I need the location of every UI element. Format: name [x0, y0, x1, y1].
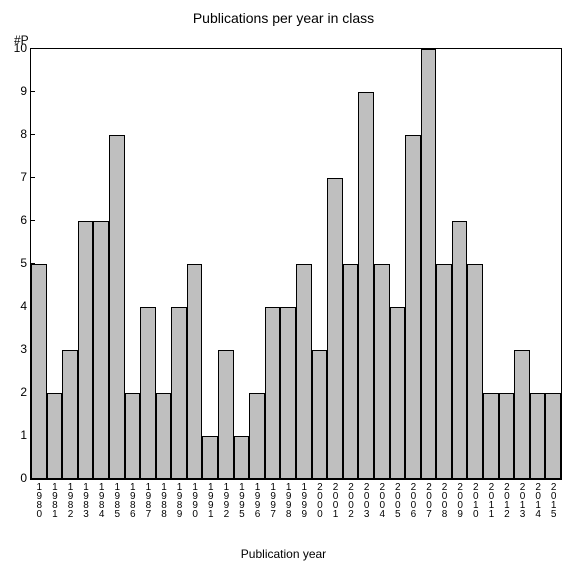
bar [545, 393, 561, 479]
bar [405, 135, 421, 479]
y-tick-label: 2 [7, 385, 27, 399]
bar [249, 393, 265, 479]
plot-area [30, 48, 562, 480]
x-tick-label: 1992 [219, 482, 231, 518]
x-tick-label: 1983 [79, 482, 91, 518]
bar [265, 307, 281, 479]
bar [125, 393, 141, 479]
bar [140, 307, 156, 479]
bar [62, 350, 78, 479]
x-tick-label: 1981 [47, 482, 59, 518]
x-tick-label: 2015 [546, 482, 558, 518]
bar [47, 393, 63, 479]
bar [374, 264, 390, 479]
y-tick-label: 7 [7, 170, 27, 184]
x-tick-label: 2014 [531, 482, 543, 518]
y-tick-label: 8 [7, 127, 27, 141]
bar [312, 350, 328, 479]
bar [452, 221, 468, 479]
bar [78, 221, 94, 479]
bar [171, 307, 187, 479]
x-tick-label: 1997 [266, 482, 278, 518]
y-tick-label: 4 [7, 299, 27, 313]
y-tick-label: 10 [7, 41, 27, 55]
bar [109, 135, 125, 479]
bar [280, 307, 296, 479]
x-tick-label: 1990 [188, 482, 200, 518]
x-tick-label: 1984 [94, 482, 106, 518]
chart-title: Publications per year in class [0, 10, 567, 26]
bar [93, 221, 109, 479]
x-axis-title: Publication year [0, 547, 567, 561]
x-tick-label: 2001 [328, 482, 340, 518]
bar [514, 350, 530, 479]
y-tick-label: 0 [7, 471, 27, 485]
x-tick-label: 1986 [125, 482, 137, 518]
x-tick-label: 2000 [312, 482, 324, 518]
y-tick-label: 5 [7, 256, 27, 270]
bar [390, 307, 406, 479]
x-tick-label: 1988 [157, 482, 169, 518]
x-tick-label: 1985 [110, 482, 122, 518]
bar [218, 350, 234, 479]
chart-container: Publications per year in class #P 012345… [0, 0, 567, 567]
bar [187, 264, 203, 479]
bar [156, 393, 172, 479]
x-tick-label: 2010 [468, 482, 480, 518]
y-tick-label: 6 [7, 213, 27, 227]
x-tick-label: 2009 [453, 482, 465, 518]
bar [530, 393, 546, 479]
x-tick-label: 1989 [172, 482, 184, 518]
bar [202, 436, 218, 479]
x-tick-label: 1982 [63, 482, 75, 518]
x-tick-label: 2004 [375, 482, 387, 518]
bar [327, 178, 343, 479]
x-tick-label: 2007 [422, 482, 434, 518]
x-tick-label: 1987 [141, 482, 153, 518]
x-tick-label: 2011 [484, 482, 496, 518]
bar [296, 264, 312, 479]
x-tick-label: 1991 [203, 482, 215, 518]
x-tick-label: 1999 [297, 482, 309, 518]
y-tick-label: 9 [7, 84, 27, 98]
x-tick-label: 1980 [32, 482, 44, 518]
bar [499, 393, 515, 479]
x-tick-label: 1995 [234, 482, 246, 518]
x-tick-label: 2002 [344, 482, 356, 518]
x-tick-label: 2013 [515, 482, 527, 518]
bar [358, 92, 374, 479]
x-tick-label: 2012 [499, 482, 511, 518]
x-tick-label: 2005 [390, 482, 402, 518]
x-tick-label: 1996 [250, 482, 262, 518]
y-tick-label: 3 [7, 342, 27, 356]
bar [421, 49, 437, 479]
x-tick-label: 1998 [281, 482, 293, 518]
bar [343, 264, 359, 479]
bar [31, 264, 47, 479]
y-tick-label: 1 [7, 428, 27, 442]
bar [467, 264, 483, 479]
bar [483, 393, 499, 479]
x-tick-label: 2008 [437, 482, 449, 518]
bar [436, 264, 452, 479]
x-tick-label: 2003 [359, 482, 371, 518]
bar [234, 436, 250, 479]
x-tick-label: 2006 [406, 482, 418, 518]
